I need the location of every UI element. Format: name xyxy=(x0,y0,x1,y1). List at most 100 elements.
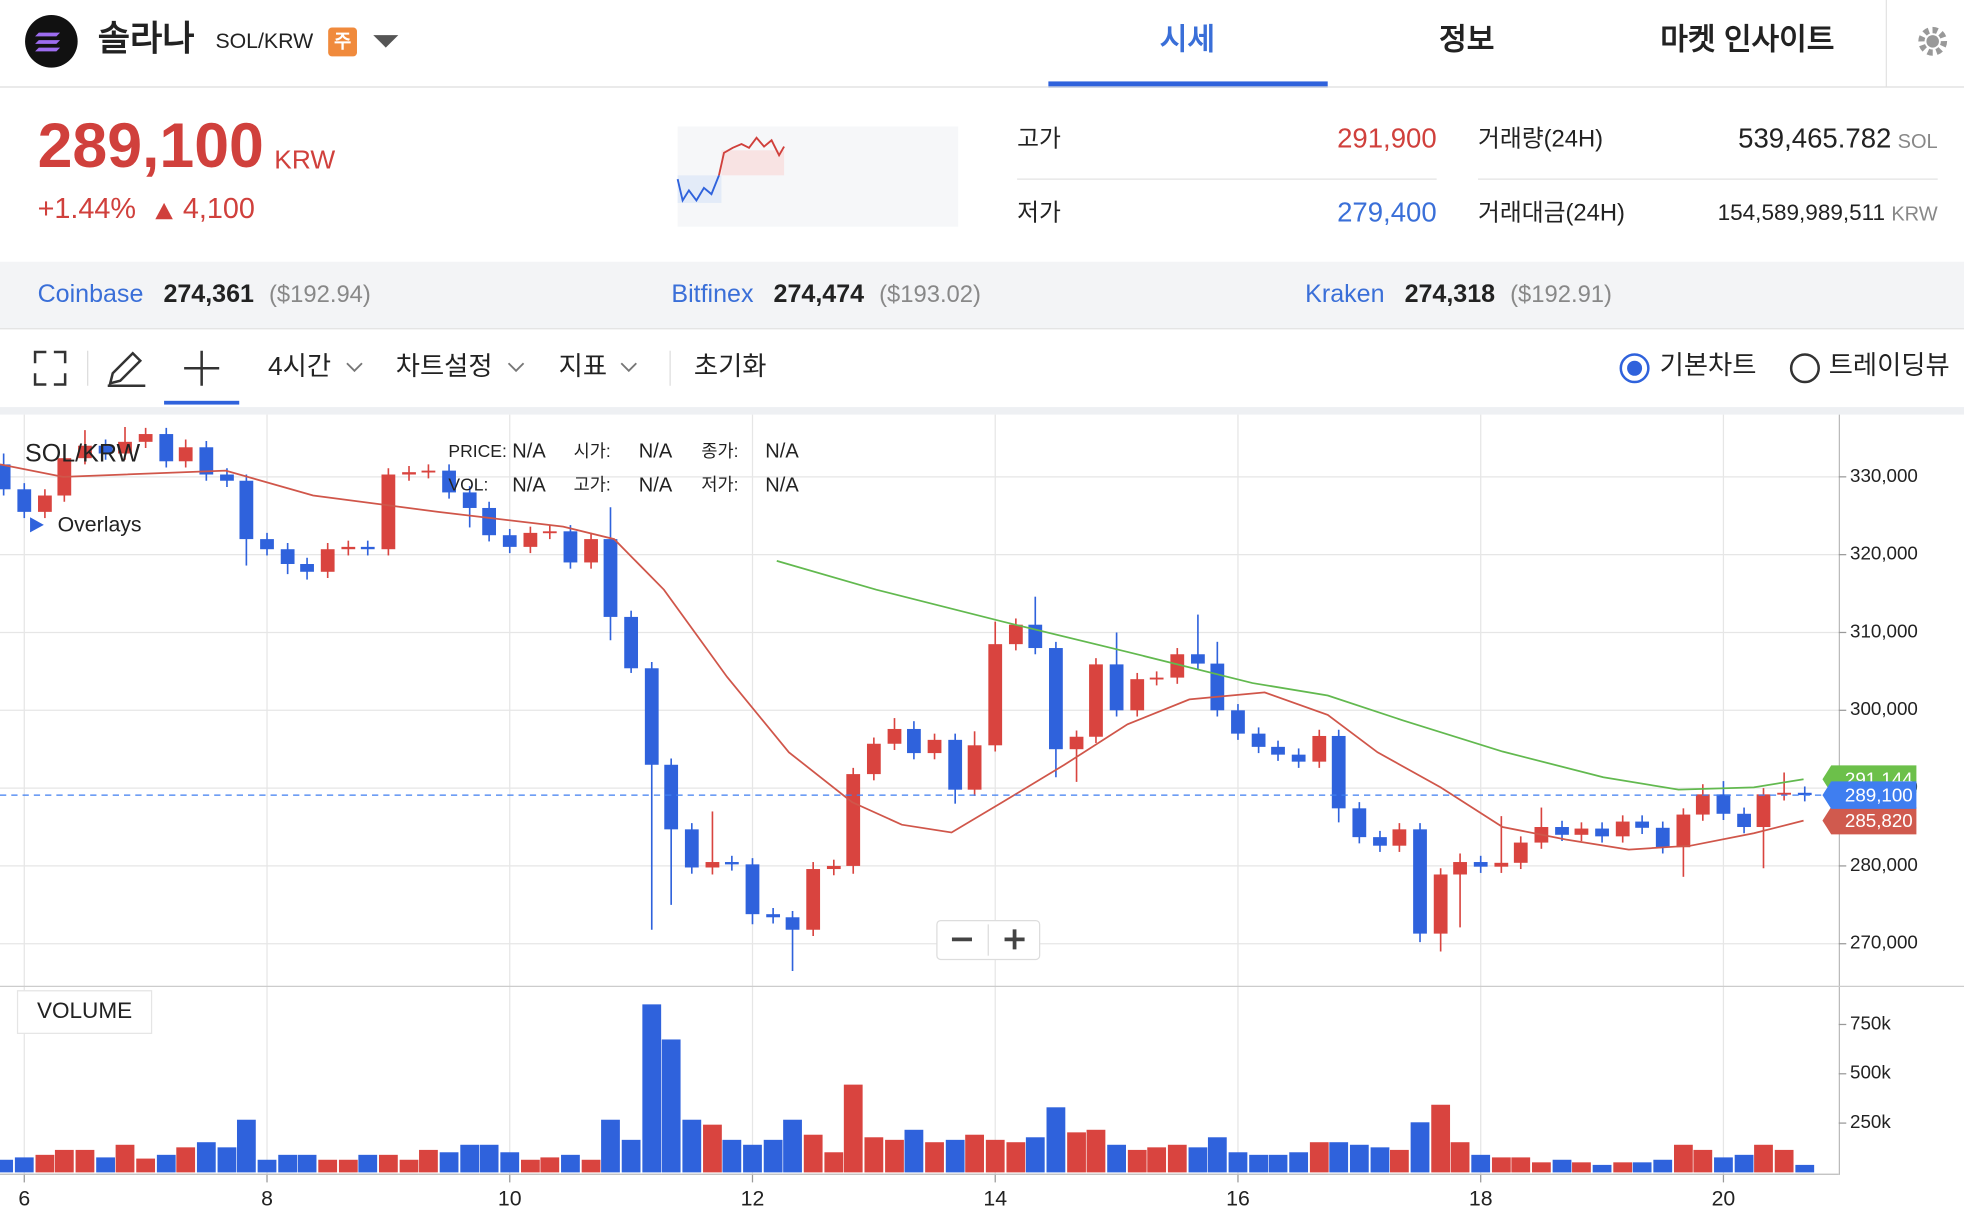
candle-body xyxy=(523,532,538,547)
volume-bar xyxy=(965,1134,984,1173)
view-option[interactable]: 트레이딩뷰 xyxy=(1829,350,1950,380)
volume-bar xyxy=(1552,1159,1572,1173)
candle-body xyxy=(1595,828,1609,837)
candle-body xyxy=(1413,829,1427,934)
volume-bar xyxy=(399,1159,419,1173)
candle-body xyxy=(907,728,921,754)
volume-bar xyxy=(1228,1152,1248,1173)
candle-body xyxy=(1049,648,1063,750)
radio[interactable] xyxy=(1619,353,1650,384)
volume-bar xyxy=(358,1154,378,1173)
y-tick-label: 750k xyxy=(1850,1012,1891,1033)
label: 고가 xyxy=(1017,126,1061,153)
volume-bar xyxy=(75,1149,95,1173)
volume-bar xyxy=(601,1119,620,1173)
crosshair-icon[interactable] xyxy=(184,350,220,386)
candle-body xyxy=(1170,654,1185,678)
candle-body xyxy=(584,539,598,563)
draw-icon[interactable] xyxy=(107,351,146,388)
volume-bar xyxy=(1491,1157,1511,1173)
tab[interactable]: 시세 xyxy=(1160,23,1215,56)
candle-body xyxy=(1635,821,1650,828)
y-tick-label: 310,000 xyxy=(1850,620,1918,641)
price-tag xyxy=(1822,781,1917,809)
candle-body xyxy=(1797,792,1812,796)
price-tag xyxy=(1822,806,1917,835)
x-tick-label: 16 xyxy=(1226,1187,1250,1211)
exchange-usd: ($192.94) xyxy=(269,281,371,308)
chart-title: SOL/KRW xyxy=(25,439,140,467)
settings-icon[interactable] xyxy=(1918,26,1948,56)
info-label: 시가: xyxy=(574,441,611,461)
expand-icon[interactable] xyxy=(30,517,44,533)
candle-body xyxy=(644,668,659,765)
volume-bar xyxy=(1127,1149,1147,1173)
info-value: N/A xyxy=(512,440,546,462)
up-arrow xyxy=(155,202,173,220)
volume-bar xyxy=(1025,1137,1045,1173)
tab[interactable]: 정보 xyxy=(1439,23,1494,56)
radio[interactable] xyxy=(1789,353,1820,384)
candle-body xyxy=(1089,664,1103,737)
volume-bar xyxy=(945,1139,965,1173)
overlays[interactable]: Overlays xyxy=(58,513,142,537)
reset[interactable]: 초기화 xyxy=(694,351,767,381)
volume-bar xyxy=(1431,1104,1451,1173)
y-tick-label: 300,000 xyxy=(1850,698,1918,719)
fullscreen-icon[interactable] xyxy=(33,350,67,386)
zoom-in[interactable] xyxy=(1004,929,1025,950)
candle-body xyxy=(78,445,92,459)
volume-bar xyxy=(864,1137,884,1173)
y-tick-label: 330,000 xyxy=(1850,465,1918,486)
volume-bar xyxy=(1329,1142,1349,1173)
candle-body xyxy=(1251,733,1266,747)
volume-bar xyxy=(722,1139,742,1173)
unit: SOL xyxy=(1898,131,1938,153)
candle-body xyxy=(1069,736,1084,750)
volume-bar xyxy=(1086,1129,1106,1173)
volume-bar xyxy=(904,1129,924,1173)
exchange-bar xyxy=(0,261,1964,329)
tab[interactable]: 마켓 인사이트 xyxy=(1660,23,1834,56)
volume-bar xyxy=(115,1144,135,1173)
volume-bar xyxy=(1450,1142,1470,1173)
radio-dot xyxy=(1627,360,1643,376)
axes: 68101214161820270,000280,000290,000300,0… xyxy=(18,465,1918,1211)
volume-bar xyxy=(1207,1137,1227,1173)
interval[interactable]: 4시간 xyxy=(268,351,331,381)
info-value: N/A xyxy=(639,474,673,496)
x-tick-label: 6 xyxy=(18,1187,30,1211)
settings[interactable]: 차트설정 xyxy=(396,351,493,381)
volume-bar xyxy=(621,1139,641,1173)
candle-body xyxy=(624,616,639,669)
chevron xyxy=(620,362,637,373)
volume-bar xyxy=(96,1157,115,1173)
volume-bar xyxy=(278,1154,298,1173)
exchanges: Coinbase 274,361 ($192.94) Bitfinex 274,474 (… xyxy=(38,280,1612,308)
volume-bar xyxy=(1632,1162,1652,1173)
view-option[interactable]: 기본차트 xyxy=(1660,350,1757,380)
volume-bar xyxy=(783,1119,802,1173)
candle-body xyxy=(118,441,132,454)
indicators[interactable]: 지표 xyxy=(559,351,607,381)
candle-body xyxy=(1574,828,1589,835)
volume-bar xyxy=(642,1004,662,1173)
candle-body xyxy=(462,492,477,508)
exchange-name[interactable]: Kraken xyxy=(1305,280,1384,308)
candle-body xyxy=(1676,814,1691,848)
high: 291,900 xyxy=(1337,123,1437,154)
volume-bar xyxy=(257,1159,277,1173)
volume-bar xyxy=(985,1139,1005,1173)
volume-bar xyxy=(561,1154,580,1173)
exchange-name[interactable]: Bitfinex xyxy=(671,280,754,308)
x-tick-label: 8 xyxy=(261,1187,273,1211)
unit: KRW xyxy=(1891,204,1937,226)
volume-bar xyxy=(1754,1144,1773,1173)
candle-body xyxy=(341,546,356,550)
volume-bar xyxy=(1572,1162,1591,1173)
dropdown[interactable] xyxy=(373,35,399,48)
tab-underline xyxy=(1048,81,1328,88)
volume-bar xyxy=(460,1144,480,1173)
info-label: 고가: xyxy=(574,475,611,495)
exchange-name[interactable]: Coinbase xyxy=(38,280,144,308)
